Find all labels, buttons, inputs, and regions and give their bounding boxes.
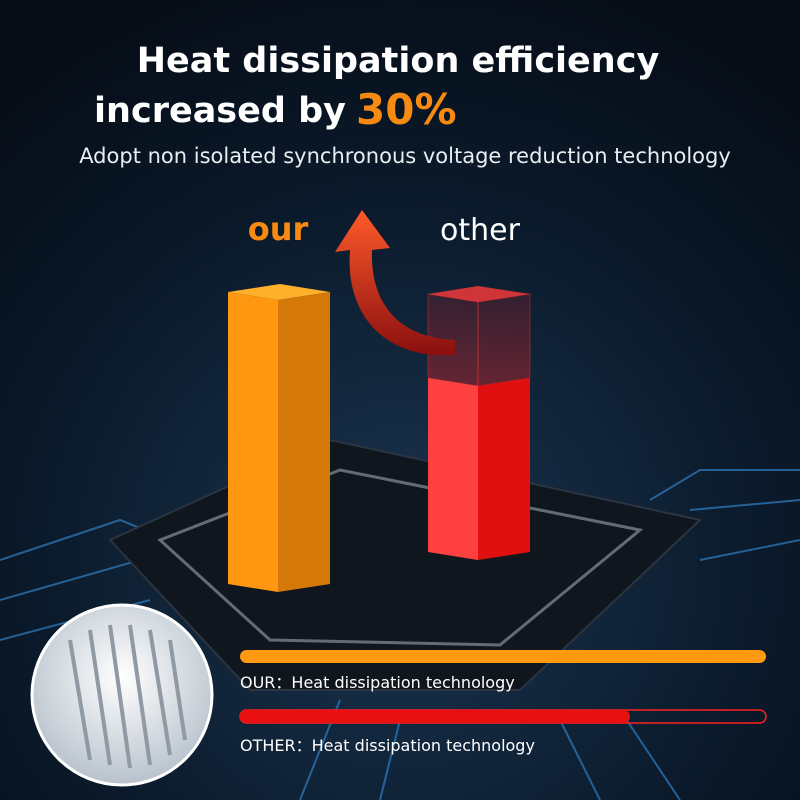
other-progress bbox=[240, 710, 630, 723]
our-bar-side bbox=[278, 292, 330, 592]
our-progress bbox=[240, 650, 766, 663]
other-bar-ghost-side bbox=[477, 293, 531, 387]
up-arrow bbox=[335, 210, 455, 356]
other-label: other bbox=[440, 213, 521, 248]
our-label: our bbox=[248, 210, 309, 248]
heatsink-icon bbox=[30, 603, 214, 787]
our-bar-top bbox=[228, 284, 330, 300]
heatsink-fins bbox=[68, 624, 187, 769]
other-bar-front bbox=[428, 378, 478, 560]
our-bar-front bbox=[228, 292, 278, 592]
title-line1: Heat dissipation efficiency bbox=[137, 41, 660, 81]
other-bar-side bbox=[478, 378, 530, 560]
legend-label: OUR：Heat dissipation technology bbox=[240, 673, 515, 692]
title-line2: increased by bbox=[94, 91, 346, 131]
highlight: 30% bbox=[356, 85, 457, 134]
legend-label: OTHER：Heat dissipation technology bbox=[240, 736, 535, 755]
other-bar-top bbox=[428, 286, 530, 302]
subtitle: Adopt non isolated synchronous voltage r… bbox=[79, 144, 731, 168]
